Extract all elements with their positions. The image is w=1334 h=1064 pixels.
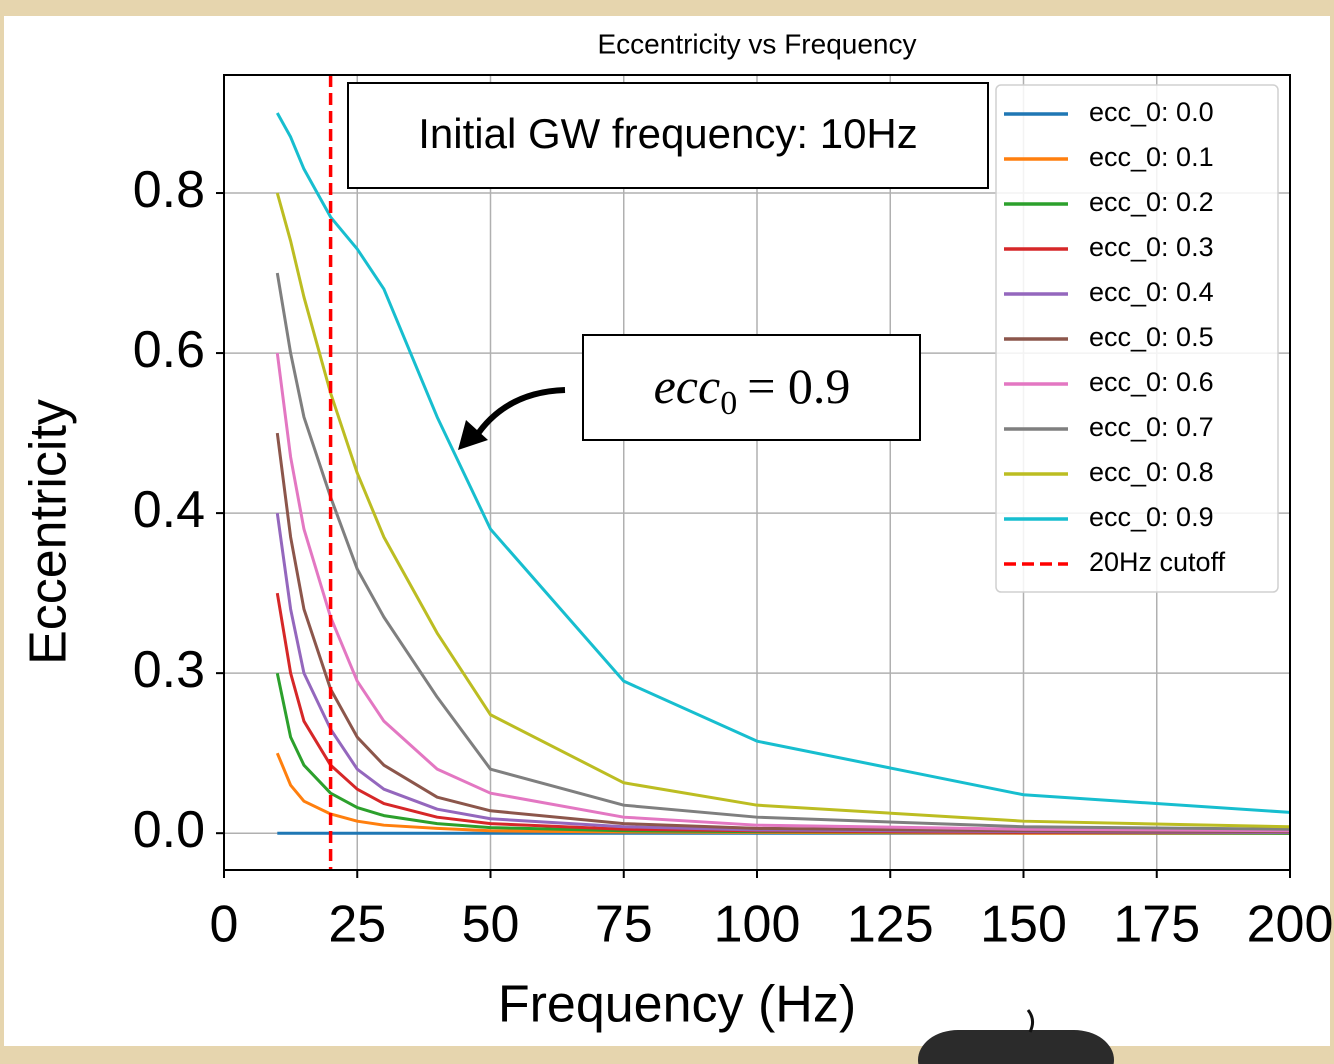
- x-tick-label: 125: [847, 896, 934, 954]
- callout-base: ecc: [654, 358, 721, 414]
- y-tick-label: 0.4: [133, 481, 205, 539]
- dark-blob: [918, 1030, 1114, 1064]
- callout-rhs: = 0.9: [747, 358, 850, 414]
- legend: ecc_0: 0.0 ecc_0: 0.1 ecc_0: 0.2 ecc_0: 0.3…: [995, 84, 1279, 593]
- y-axis-label: Eccentricity: [20, 399, 78, 665]
- legend-label: ecc_0: 0.7: [1089, 412, 1214, 442]
- series-line: [275, 432, 1291, 834]
- x-axis-label: Frequency (Hz): [498, 976, 856, 1034]
- y-tick-label: 0.6: [133, 321, 205, 379]
- callout-box: [582, 334, 921, 441]
- arrow-head: [458, 420, 488, 450]
- series-line: [275, 272, 1291, 831]
- x-tick-label: 175: [1113, 896, 1200, 954]
- legend-label: 20Hz cutoff: [1089, 547, 1226, 577]
- legend-label: ecc_0: 0.1: [1089, 142, 1214, 172]
- callout: ecc0 = 0.9: [654, 358, 851, 421]
- chart-title: Eccentricity vs Frequency: [598, 28, 917, 59]
- x-tick-label: 200: [1247, 896, 1334, 954]
- series-line: [275, 352, 1291, 833]
- callout-arrow: [472, 387, 566, 440]
- x-tick-label: 75: [595, 896, 653, 954]
- x-tick-label: 100: [714, 896, 801, 954]
- legend-label: ecc_0: 0.9: [1089, 502, 1214, 532]
- blob-stroke: [1026, 1009, 1035, 1033]
- x-tick-label: 0: [210, 896, 239, 954]
- y-tick-label: 0.3: [133, 641, 205, 699]
- legend-frame: [995, 84, 1279, 593]
- y-tick-label: 0.0: [133, 801, 205, 859]
- x-tick-label: 50: [462, 896, 520, 954]
- legend-label: ecc_0: 0.8: [1089, 457, 1214, 487]
- legend-label: ecc_0: 0.2: [1089, 187, 1214, 217]
- legend-label: ecc_0: 0.6: [1089, 367, 1214, 397]
- annotation: Initial GW frequency: 10Hz: [418, 110, 918, 157]
- series-line: [275, 192, 1291, 829]
- callout-subscript: 0: [720, 385, 737, 422]
- annotation-box: [347, 82, 989, 189]
- legend-label: ecc_0: 0.5: [1089, 322, 1214, 352]
- x-tick-label: 150: [980, 896, 1067, 954]
- series-line: [275, 112, 1291, 814]
- plot-area: [275, 75, 1291, 870]
- legend-label: ecc_0: 0.3: [1089, 232, 1214, 262]
- y-tick-label: 0.8: [133, 161, 205, 219]
- x-tick-label: 25: [328, 896, 386, 954]
- legend-label: ecc_0: 0.0: [1089, 97, 1214, 127]
- legend-label: ecc_0: 0.4: [1089, 277, 1214, 307]
